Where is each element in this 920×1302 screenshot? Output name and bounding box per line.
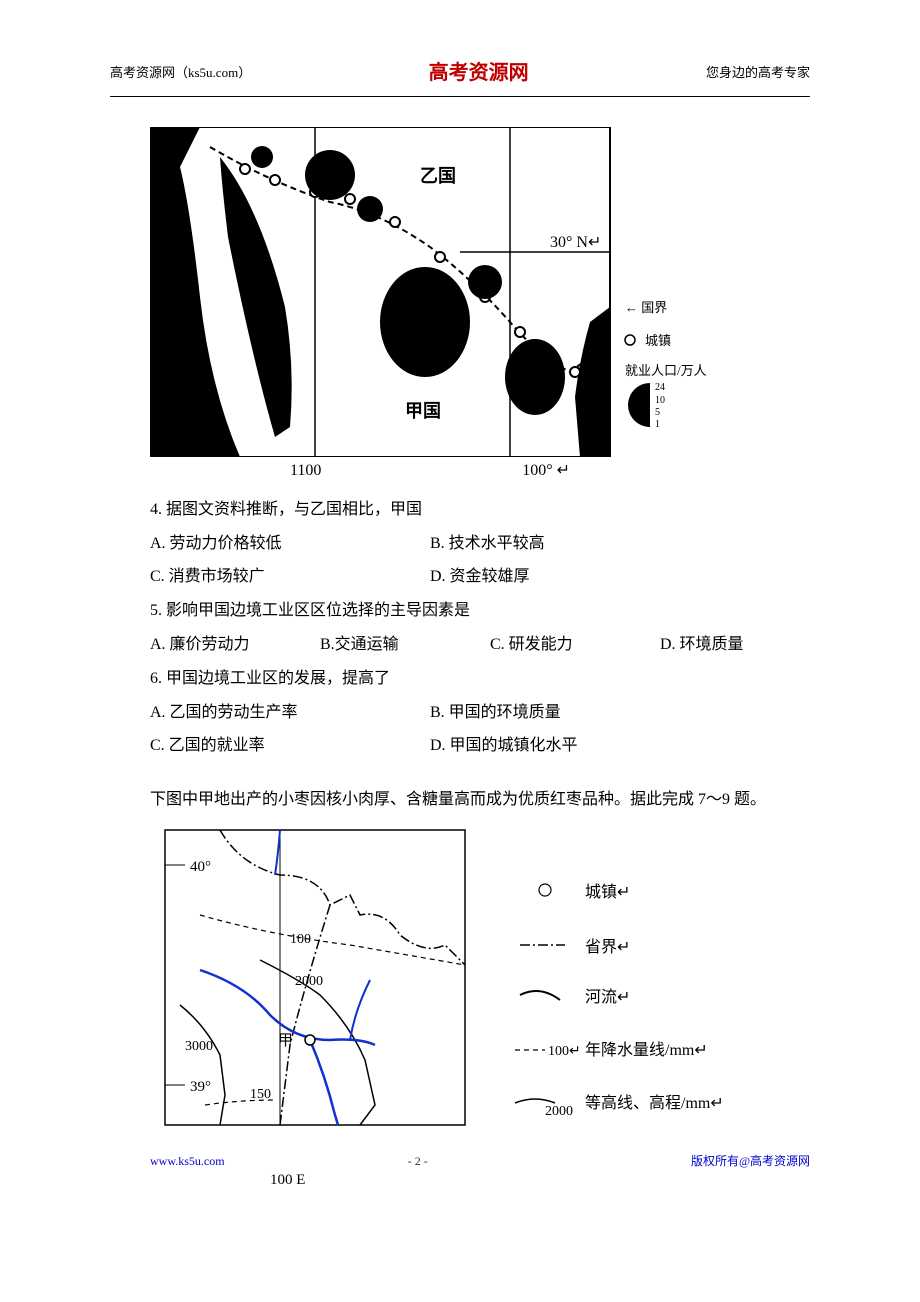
svg-text:5: 5 — [655, 407, 660, 418]
q6-options-cd: C. 乙国的就业率 D. 甲国的城镇化水平 — [110, 732, 810, 761]
svg-text:甲: 甲 — [278, 1033, 293, 1049]
lon-label-left: 1100 — [290, 457, 321, 486]
header-left: 高考资源网（ks5u.com） — [110, 61, 251, 84]
svg-text:城镇: 城镇 — [645, 333, 671, 348]
svg-text:40°: 40° — [190, 859, 211, 875]
q5-opt-b: B.交通运输 — [320, 631, 490, 660]
svg-text:1: 1 — [655, 419, 660, 430]
q4-opt-c: C. 消费市场较广 — [150, 563, 430, 592]
svg-text:150: 150 — [250, 1087, 271, 1102]
q4-options-cd: C. 消费市场较广 D. 资金较雄厚 — [110, 563, 810, 592]
footer-left-url: www.ks5u.com — [150, 1151, 225, 1173]
figure-1-map: 30° N↵ 乙国 甲国 ← 国界 — [150, 127, 810, 486]
stem-789: 下图中甲地出产的小枣因核小肉厚、含糖量高而成为优质红枣品种。据此完成 7～9 题… — [150, 786, 810, 815]
q6-stem: 6. 甲国边境工业区的发展，提高了 — [110, 665, 810, 694]
figure-1-lon-labels: 1100 100° ↵ — [180, 457, 610, 486]
q5-options: A. 廉价劳动力 B.交通运输 C. 研发能力 D. 环境质量 — [110, 631, 810, 660]
q4-options-ab: A. 劳动力价格较低 B. 技术水平较高 — [110, 530, 810, 559]
q5-stem: 5. 影响甲国边境工业区区位选择的主导因素是 — [110, 597, 810, 626]
figure-2-map: 40° 39° 100 150 2000 3000 — [150, 825, 810, 1146]
svg-text:2000: 2000 — [295, 974, 323, 989]
footer-page-number: - 2 - — [408, 1151, 428, 1173]
q4-opt-b: B. 技术水平较高 — [430, 530, 545, 559]
q4-stem: 4. 据图文资料推断，与乙国相比，甲国 — [110, 496, 810, 525]
svg-text:等高线、高程/mm↵: 等高线、高程/mm↵ — [585, 1094, 724, 1112]
svg-text:年降水量线/mm↵: 年降水量线/mm↵ — [585, 1041, 708, 1059]
q6-opt-b: B. 甲国的环境质量 — [430, 699, 561, 728]
svg-text:30° N↵: 30° N↵ — [550, 234, 601, 251]
q4-opt-d: D. 资金较雄厚 — [430, 563, 530, 592]
svg-text:就业人口/万人: 就业人口/万人 — [625, 363, 707, 378]
svg-text:24: 24 — [655, 382, 665, 393]
svg-text:39°: 39° — [190, 1079, 211, 1095]
q5-opt-a: A. 廉价劳动力 — [150, 631, 320, 660]
svg-text:城镇↵: 城镇↵ — [585, 883, 630, 901]
q4-opt-a: A. 劳动力价格较低 — [150, 530, 430, 559]
page-header: 高考资源网（ks5u.com） 高考资源网 您身边的高考专家 — [110, 55, 810, 97]
header-right: 您身边的高考专家 — [706, 61, 810, 84]
svg-text:2000: 2000 — [545, 1104, 573, 1119]
footer-copyright: 版权所有@高考资源网 — [691, 1151, 810, 1173]
svg-text:100↵: 100↵ — [548, 1044, 581, 1059]
q6-options-ab: A. 乙国的劳动生产率 B. 甲国的环境质量 — [110, 699, 810, 728]
lon-label-right: 100° ↵ — [522, 457, 570, 486]
svg-text:100: 100 — [290, 932, 311, 947]
q6-opt-c: C. 乙国的就业率 — [150, 732, 430, 761]
svg-text:乙国: 乙国 — [420, 166, 456, 186]
svg-text:省界↵: 省界↵ — [585, 938, 630, 956]
svg-text:3000: 3000 — [185, 1039, 213, 1054]
q5-opt-d: D. 环境质量 — [660, 631, 830, 660]
q5-opt-c: C. 研发能力 — [490, 631, 660, 660]
header-center-logo: 高考资源网 — [429, 55, 529, 91]
q6-opt-d: D. 甲国的城镇化水平 — [430, 732, 578, 761]
svg-text:河流↵: 河流↵ — [585, 988, 630, 1006]
svg-text:← 国界: ← 国界 — [625, 300, 667, 315]
svg-text:10: 10 — [655, 395, 665, 406]
svg-text:甲国: 甲国 — [405, 401, 441, 421]
q6-opt-a: A. 乙国的劳动生产率 — [150, 699, 430, 728]
